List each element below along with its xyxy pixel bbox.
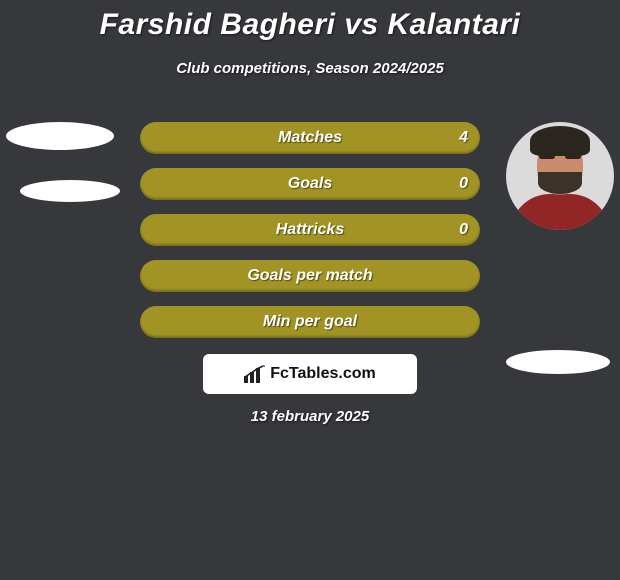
avatar — [506, 122, 614, 230]
ellipse-shape — [506, 350, 610, 374]
left-player-placeholder — [6, 122, 120, 202]
page-title: Farshid Bagheri vs Kalantari — [0, 0, 620, 42]
stat-label: Goals — [288, 175, 332, 193]
stat-value: 4 — [459, 129, 468, 147]
avatar-hair — [530, 126, 590, 156]
stat-bar-goals-per-match: Goals per match — [140, 260, 480, 292]
stat-bar-min-per-goal: Min per goal — [140, 306, 480, 338]
stat-label: Min per goal — [263, 313, 357, 331]
stat-bar-goals: Goals 0 — [140, 168, 480, 200]
stat-bar-hattricks: Hattricks 0 — [140, 214, 480, 246]
avatar-beard — [538, 172, 582, 194]
stat-value: 0 — [459, 175, 468, 193]
stat-label: Hattricks — [276, 221, 344, 239]
ellipse-shape — [20, 180, 120, 202]
stat-value: 0 — [459, 221, 468, 239]
subtitle: Club competitions, Season 2024/2025 — [0, 60, 620, 77]
stat-label: Matches — [278, 129, 342, 147]
right-player-avatar-block — [506, 122, 614, 374]
logo-box: FcTables.com — [203, 354, 417, 394]
ellipse-shape — [6, 122, 114, 150]
stat-bar-matches: Matches 4 — [140, 122, 480, 154]
date-text: 13 february 2025 — [0, 408, 620, 425]
logo-text: FcTables.com — [270, 365, 376, 383]
bars-icon — [244, 365, 266, 383]
avatar-shirt — [510, 194, 610, 230]
avatar-brows — [539, 154, 581, 160]
stat-label: Goals per match — [247, 267, 372, 285]
stats-bars: Matches 4 Goals 0 Hattricks 0 Goals per … — [140, 122, 480, 352]
